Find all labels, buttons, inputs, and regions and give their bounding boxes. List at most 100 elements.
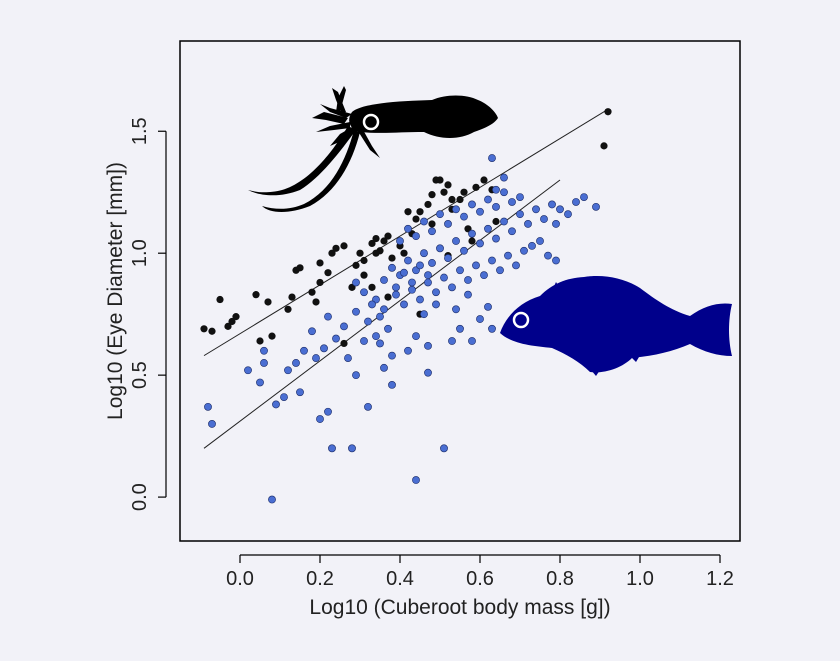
data-point	[368, 239, 376, 248]
data-point	[268, 332, 276, 340]
data-point	[472, 261, 480, 270]
data-point	[412, 476, 420, 484]
data-point	[368, 283, 376, 291]
data-point	[424, 271, 432, 280]
data-point	[448, 283, 456, 292]
data-point	[468, 237, 476, 245]
data-point	[260, 359, 268, 367]
data-point	[440, 188, 448, 196]
data-point	[600, 142, 608, 150]
data-point	[216, 295, 224, 304]
data-point	[324, 407, 332, 416]
data-point	[308, 288, 316, 296]
y-tick-label: 1.0	[129, 239, 151, 267]
data-point	[520, 246, 528, 255]
data-point	[352, 307, 360, 316]
x-axis-title: Log10 (Cuberoot body mass [g])	[309, 596, 610, 619]
data-point	[296, 388, 304, 397]
data-point	[492, 185, 500, 194]
data-point	[440, 444, 448, 453]
data-point	[428, 191, 436, 199]
data-point	[376, 312, 384, 321]
data-point	[388, 263, 396, 272]
x-tick-label: 1.2	[706, 568, 734, 590]
data-point	[432, 288, 440, 297]
data-point	[488, 154, 496, 162]
data-point	[552, 256, 560, 265]
data-point	[448, 337, 456, 345]
x-tick-label: 0.8	[546, 568, 574, 590]
data-point	[252, 291, 260, 299]
data-point	[428, 227, 436, 236]
data-point	[528, 241, 536, 250]
data-point	[440, 273, 448, 282]
fish-silhouette-icon	[500, 276, 732, 376]
data-point	[564, 210, 572, 219]
data-point	[548, 200, 556, 209]
data-point	[392, 283, 400, 292]
data-point	[208, 420, 216, 428]
data-point	[580, 193, 588, 201]
data-point	[352, 261, 360, 269]
data-point	[380, 305, 388, 314]
data-point	[552, 220, 560, 228]
data-point	[400, 300, 408, 309]
data-point	[556, 205, 564, 214]
data-point	[532, 205, 540, 214]
y-tick-label: 0.0	[129, 483, 151, 511]
data-point	[392, 290, 400, 299]
data-point	[436, 176, 444, 184]
data-point	[484, 195, 492, 204]
data-point	[340, 339, 348, 348]
data-point	[204, 402, 212, 411]
data-point	[352, 371, 360, 380]
data-point	[364, 402, 372, 411]
data-point	[476, 315, 484, 323]
data-point	[372, 332, 380, 341]
data-point	[224, 322, 232, 330]
data-point	[516, 193, 524, 201]
data-point	[508, 198, 516, 206]
data-point	[524, 220, 532, 228]
data-point	[284, 305, 292, 313]
x-tick-label: 1.0	[626, 568, 654, 590]
data-point	[504, 251, 512, 260]
data-point	[544, 251, 552, 260]
data-point	[320, 344, 328, 353]
data-point	[228, 317, 236, 326]
data-point	[380, 276, 388, 284]
data-point	[604, 108, 612, 116]
data-point	[316, 259, 324, 267]
y-tick-label: 1.5	[129, 117, 151, 145]
data-point	[460, 188, 468, 196]
data-point	[420, 217, 428, 226]
data-point	[380, 363, 388, 372]
data-point	[384, 293, 392, 301]
trend-line-1	[203, 108, 609, 357]
data-point	[256, 378, 264, 387]
data-point	[332, 244, 340, 252]
data-point	[328, 249, 336, 257]
data-point	[372, 234, 380, 243]
data-point	[356, 249, 364, 257]
data-point	[492, 234, 500, 243]
data-point	[360, 271, 368, 279]
data-point	[512, 261, 520, 270]
data-point	[264, 298, 272, 306]
data-point	[484, 302, 492, 311]
data-point	[408, 278, 416, 287]
data-point	[412, 215, 420, 223]
data-point	[516, 210, 524, 219]
data-point	[360, 256, 368, 265]
data-point	[492, 217, 500, 226]
data-point	[404, 208, 412, 216]
data-point	[460, 212, 468, 221]
data-point	[428, 220, 436, 228]
data-point	[208, 327, 216, 335]
data-point	[296, 264, 304, 272]
data-point	[256, 337, 264, 345]
data-point	[308, 327, 316, 336]
data-point	[424, 278, 432, 287]
data-point	[340, 242, 348, 250]
